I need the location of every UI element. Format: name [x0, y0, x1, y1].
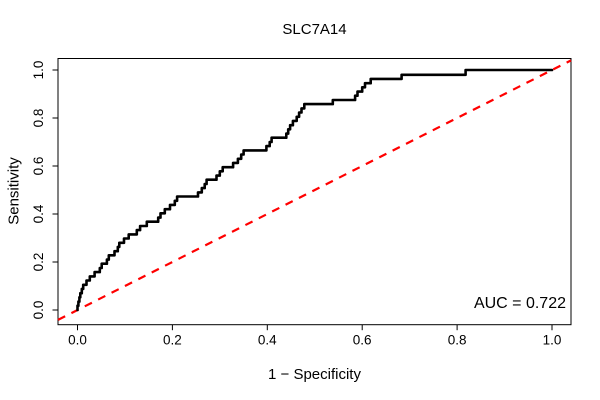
y-tick-label: 0.0 [31, 301, 46, 320]
y-tick-label: 1.0 [31, 61, 46, 80]
x-tick-label: 1.0 [543, 333, 562, 348]
y-tick-label: 0.2 [31, 253, 46, 272]
chart-title: SLC7A14 [282, 21, 347, 38]
x-tick-label: 0.4 [258, 333, 277, 348]
x-tick-label: 0.2 [163, 333, 182, 348]
x-tick-label: 0.8 [448, 333, 467, 348]
y-axis-title: Sensitivity [5, 157, 23, 225]
roc-curve [76, 68, 554, 312]
x-axis-title: 1 − Specificity [268, 366, 361, 383]
y-tick-label: 0.6 [31, 157, 46, 176]
plot-box [57, 58, 572, 326]
reference-diagonal [57, 59, 572, 321]
x-tick-label: 0.6 [353, 333, 372, 348]
y-tick-label: 0.8 [31, 109, 46, 128]
x-tick-label: 0.0 [68, 333, 87, 348]
auc-annotation: AUC = 0.722 [473, 295, 566, 312]
y-tick-label: 0.4 [31, 204, 46, 223]
